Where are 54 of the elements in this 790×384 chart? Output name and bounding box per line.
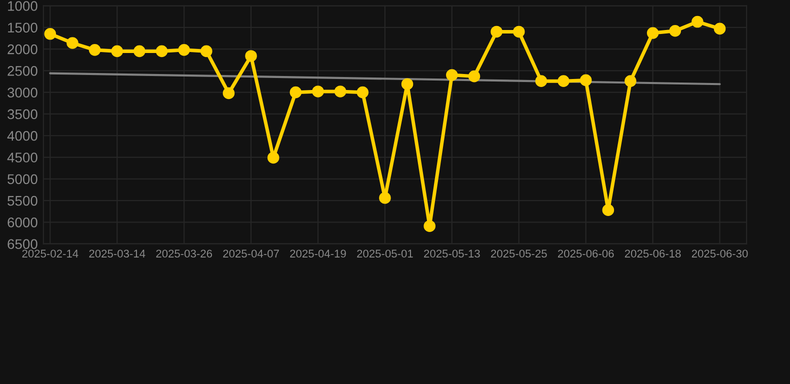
x-tick-label: 2025-05-13: [424, 250, 480, 258]
point: [490, 26, 502, 38]
y-tick-label: 1500: [8, 22, 38, 33]
y-tick-label: 2500: [8, 66, 38, 76]
point: [111, 45, 124, 58]
x-tick-label: 2025-05-01: [357, 250, 413, 258]
y-tick-label: 6500: [8, 239, 38, 250]
point: [669, 24, 682, 37]
x-tick-label: 2025-03-26: [156, 250, 212, 258]
x-tick-label: 2025-05-25: [491, 250, 547, 258]
point: [401, 78, 414, 90]
x-tick-label: 2025-03-14: [89, 250, 146, 258]
y-tick-label: 4000: [7, 130, 38, 141]
point: [624, 75, 636, 87]
point: [535, 75, 548, 87]
point: [692, 16, 704, 28]
point: [200, 45, 212, 58]
point: [66, 37, 78, 49]
x-tick-label: 2025-06-30: [692, 250, 748, 258]
y-tick-label: 2000: [8, 44, 38, 54]
point: [580, 74, 592, 86]
point: [512, 26, 525, 38]
point: [356, 86, 369, 98]
point: [88, 44, 101, 56]
y-tick-label: 4500: [7, 152, 38, 162]
point: [222, 87, 235, 100]
point: [468, 70, 480, 82]
x-tick-label: 2025-06-06: [558, 250, 614, 258]
x-tick-label: 2025-06-18: [624, 250, 681, 258]
x-tick-label: 2025-02-14: [22, 250, 78, 258]
point: [714, 22, 726, 35]
point: [134, 45, 146, 58]
y-tick-label: 3500: [8, 109, 38, 120]
point: [446, 69, 458, 81]
point: [646, 27, 659, 39]
point: [245, 50, 257, 62]
point: [334, 86, 346, 98]
point: [290, 86, 302, 98]
y-tick-label: 5000: [8, 174, 38, 184]
point: [178, 44, 190, 56]
point: [312, 86, 324, 98]
y-tick-label: 1000: [8, 1, 38, 11]
point: [558, 75, 570, 87]
point: [44, 28, 56, 40]
x-tick-label: 2025-04-07: [223, 250, 279, 258]
point: [379, 192, 391, 204]
point: [267, 152, 280, 164]
x-tick-label: 2025-04-19: [290, 250, 346, 258]
point: [424, 220, 436, 232]
y-tick-label: 6000: [8, 218, 38, 228]
y-tick-label: 3000: [8, 88, 38, 98]
point: [156, 45, 168, 58]
point: [602, 204, 614, 216]
y-tick-label: 5500: [8, 196, 38, 206]
